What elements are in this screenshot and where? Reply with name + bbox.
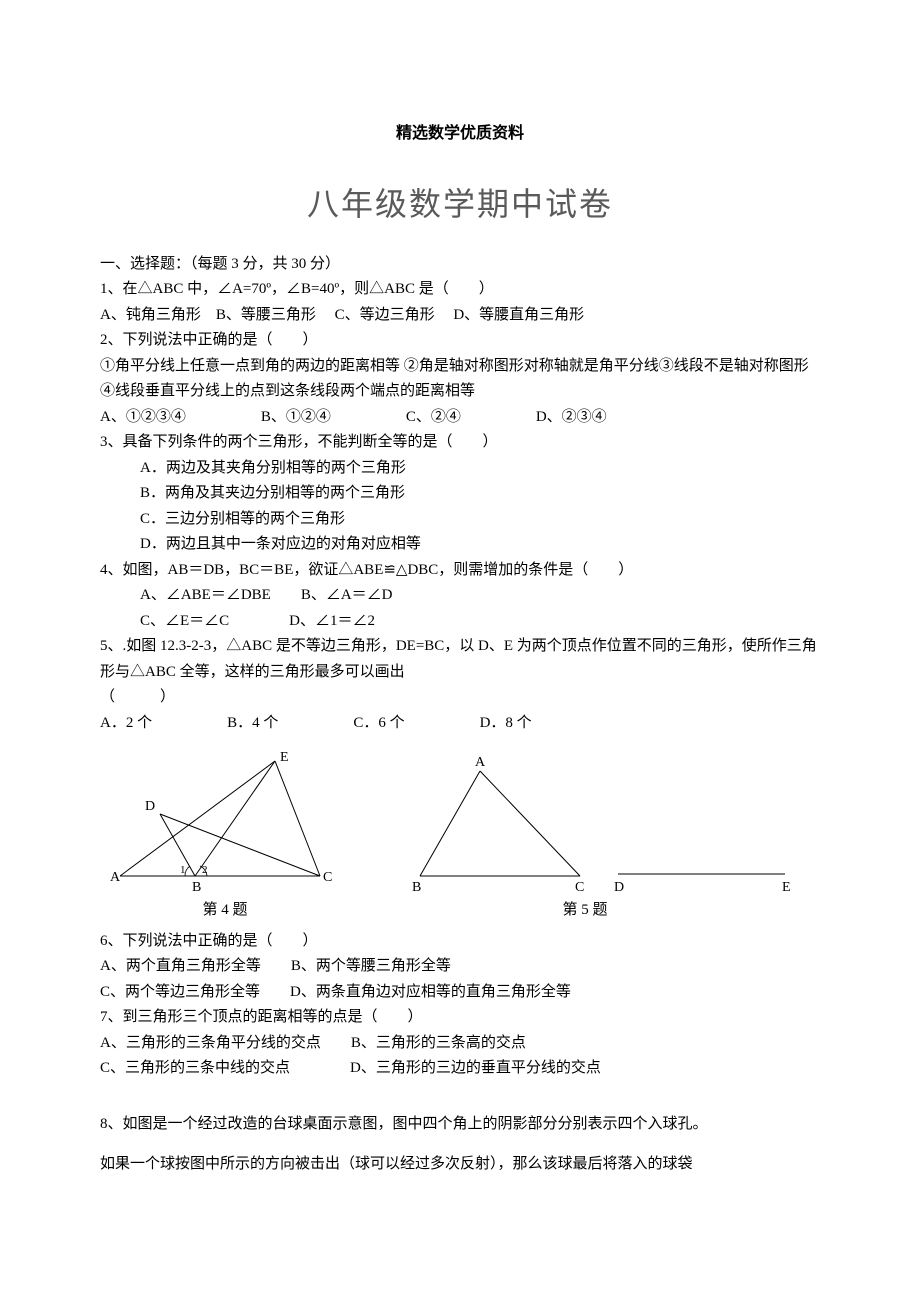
q2-statements: ①角平分线上任意一点到角的两边的距离相等 ②角是轴对称图形对称轴就是角平分线③线… [100,354,820,405]
label-D: D [145,799,155,814]
q4-options-2: C、∠E＝∠C D、∠1＝∠2 [100,609,820,635]
q6-stem: 6、下列说法中正确的是（ ） [100,929,820,955]
q7-stem: 7、到三角形三个顶点的距离相等的点是（ ） [100,1005,820,1031]
figure-q4-caption: 第 4 题 [202,898,247,924]
exam-title: 八年级数学期中试卷 [100,177,820,231]
label-C2: C [575,880,584,895]
label-D2: D [614,880,624,895]
q7-line2: C、三角形的三条中线的交点 D、三角形的三边的垂直平分线的交点 [100,1056,820,1082]
q5-paren: （ ） [100,685,820,711]
q5-options: A．2 个 B．4 个 C．6 个 D．8 个 [100,711,820,737]
q6-line1: A、两个直角三角形全等 B、两个等腰三角形全等 [100,954,820,980]
q8-line2: 如果一个球按图中所示的方向被击出（球可以经过多次反射），那么该球最后将落入的球袋 [100,1152,820,1178]
figure-q4: A B C D E 1 2 第 4 题 [100,746,350,924]
q1-options: A、钝角三角形 B、等腰三角形 C、等边三角形 D、等腰直角三角形 [100,303,820,329]
label-E2: E [782,880,791,895]
figure-q5-caption: 第 5 题 [562,898,607,924]
q8-line1: 8、如图是一个经过改造的台球桌面示意图，图中四个角上的阴影部分分别表示四个入球孔… [100,1112,820,1138]
section-1-heading: 一、选择题：（每题 3 分，共 30 分） [100,252,820,278]
q5-stem: 5、.如图 12.3-2-3，△ABC 是不等边三角形，DE=BC，以 D、E … [100,634,820,685]
q3-opt-b: B．两角及其夹边分别相等的两个三角形 [100,481,820,507]
q3-opt-d: D．两边且其中一条对应边的对角对应相等 [100,532,820,558]
label-2: 2 [202,864,208,876]
q4-stem: 4、如图，AB＝DB，BC＝BE，欲证△ABE≌△DBC，则需增加的条件是（ ） [100,558,820,584]
q2-options: A、①②③④ B、①②④ C、②④ D、②③④ [100,405,820,431]
q1-stem: 1、在△ABC 中，∠A=70º，∠B=40º，则△ABC 是（ ） [100,277,820,303]
q7-line1: A、三角形的三条角平分线的交点 B、三角形的三条高的交点 [100,1031,820,1057]
figures-row: A B C D E 1 2 第 4 题 A B C D E 第 5 题 [100,746,820,924]
q2-stem: 2、下列说法中正确的是（ ） [100,328,820,354]
label-A: A [110,870,121,885]
label-B2: B [412,880,421,895]
q3-opt-a: A．两边及其夹角分别相等的两个三角形 [100,456,820,482]
figure-q5: A B C D E 第 5 题 [370,746,800,924]
label-B: B [192,880,201,895]
label-A2: A [475,755,486,770]
header-title: 精选数学优质资料 [100,120,820,147]
figure-q4-svg: A B C D E 1 2 [100,746,350,896]
q4-options-1: A、∠ABE＝∠DBE B、∠A＝∠D [100,583,820,609]
q3-opt-c: C．三边分别相等的两个三角形 [100,507,820,533]
label-E: E [280,750,289,765]
label-1: 1 [180,864,186,876]
label-C: C [323,870,332,885]
figure-q5-svg: A B C D E [370,746,800,896]
q6-line2: C、两个等边三角形全等 D、两条直角边对应相等的直角三角形全等 [100,980,820,1006]
q3-stem: 3、具备下列条件的两个三角形，不能判断全等的是（ ） [100,430,820,456]
